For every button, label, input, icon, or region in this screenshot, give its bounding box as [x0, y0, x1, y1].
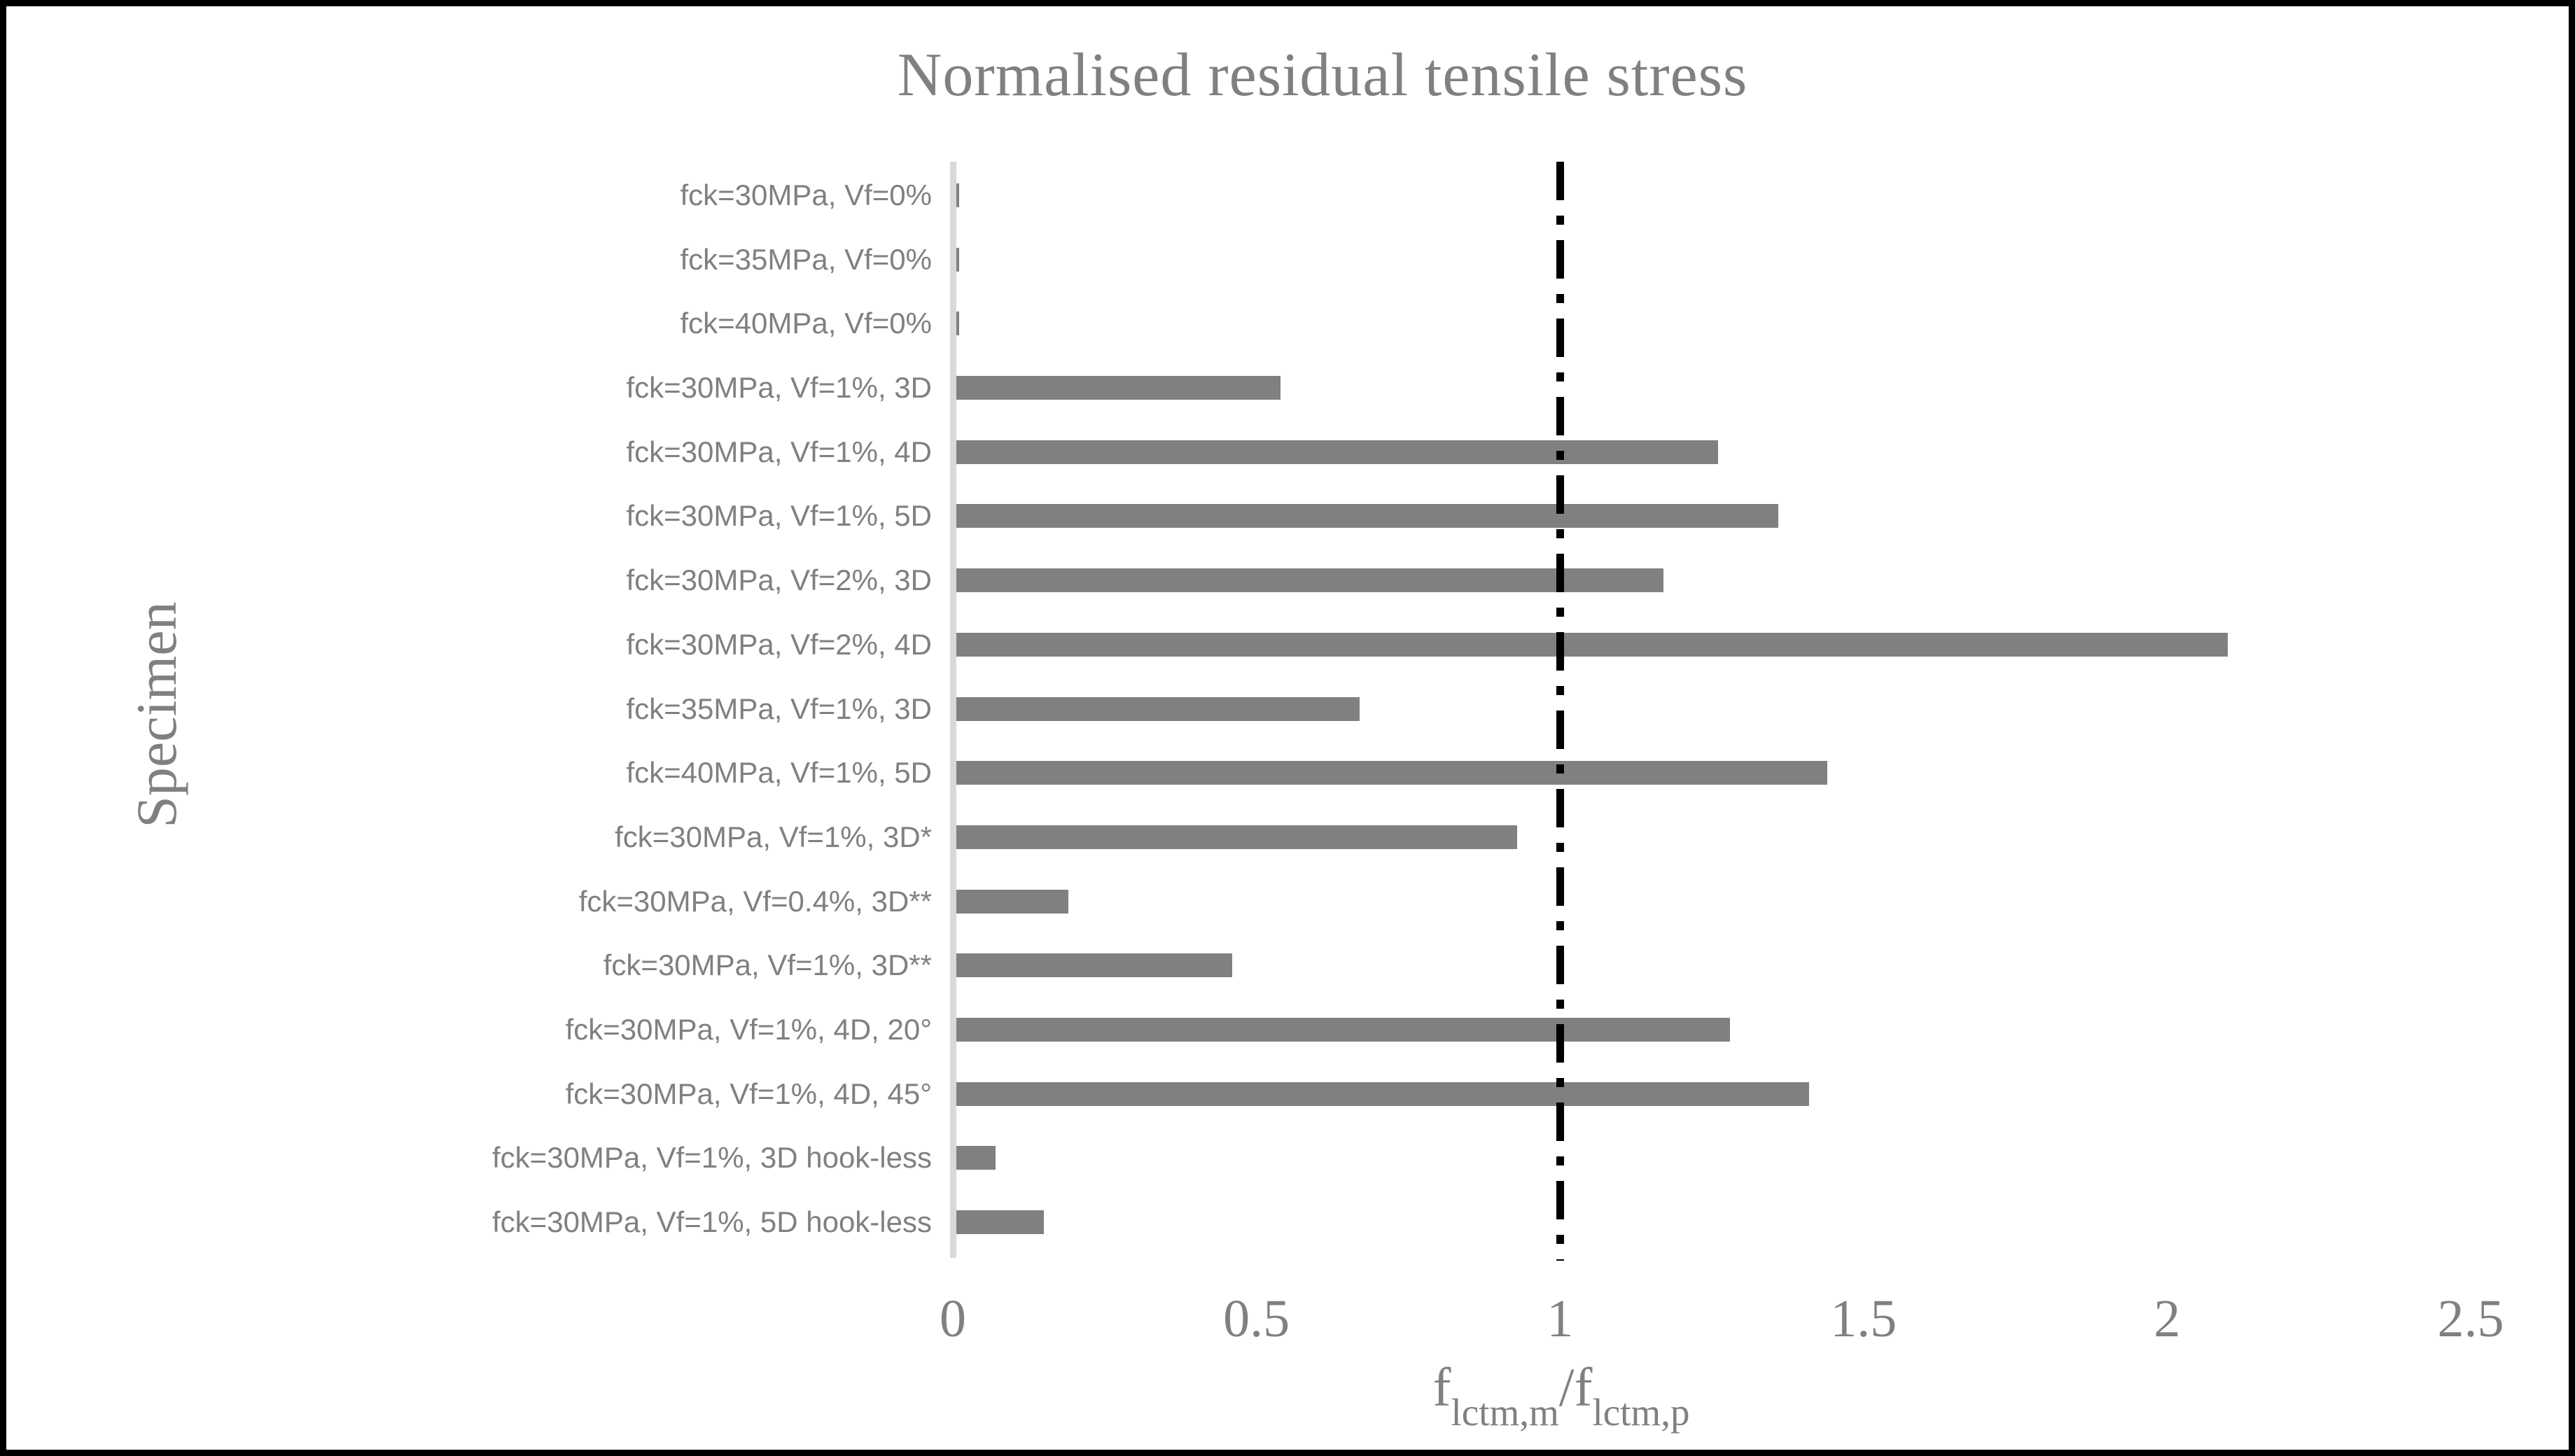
category-label: fck=35MPa, Vf=0%: [680, 242, 932, 276]
bar: [953, 375, 1281, 400]
category-label: fck=30MPa, Vf=1%, 4D, 45°: [565, 1077, 932, 1110]
x-tick-label: 1.5: [1830, 1289, 1897, 1348]
x-axis-title-base1: f: [1432, 1357, 1451, 1418]
category-label: fck=30MPa, Vf=0%: [680, 178, 932, 211]
y-axis-line: [950, 162, 956, 1258]
bar: [953, 1018, 1731, 1042]
x-tick-label: 2.5: [2437, 1289, 2504, 1348]
reference-line: [1556, 162, 1564, 1261]
category-label: fck=30MPa, Vf=2%, 3D: [626, 564, 932, 597]
bar: [953, 632, 2228, 657]
category-label: fck=30MPa, Vf=1%, 3D*: [615, 820, 932, 853]
x-axis-title-separator: /: [1558, 1357, 1575, 1418]
bar: [953, 825, 1518, 849]
x-axis-title: flctm,m/flctm,p: [554, 1356, 2569, 1432]
category-label: fck=30MPa, Vf=0.4%, 3D**: [578, 884, 932, 918]
bar: [953, 1210, 1045, 1235]
bar: [953, 761, 1827, 785]
x-tick-label: 2: [2154, 1289, 2181, 1348]
bar: [953, 440, 1718, 464]
bar: [953, 696, 1360, 721]
x-tick-label: 0: [940, 1289, 966, 1348]
x-axis-title-sub2: lctm,p: [1592, 1391, 1690, 1434]
category-label: fck=40MPa, Vf=0%: [680, 307, 932, 340]
plot-area: [950, 162, 2471, 1261]
category-label: fck=30MPa, Vf=1%, 3D hook-less: [492, 1141, 932, 1175]
bar: [953, 504, 1779, 528]
x-axis-title-sub1: lctm,m: [1451, 1391, 1559, 1434]
category-label: fck=40MPa, Vf=1%, 5D: [626, 756, 932, 790]
category-label: fck=30MPa, Vf=1%, 3D: [626, 370, 932, 404]
x-tick-label: 0.5: [1223, 1289, 1290, 1348]
category-label: fck=30MPa, Vf=2%, 4D: [626, 627, 932, 661]
category-label: fck=30MPa, Vf=1%, 5D hook-less: [492, 1205, 932, 1239]
x-axis-tick-labels: 0 0.5 1 1.5 2 2.5: [6, 1289, 2569, 1359]
x-tick-label: 1: [1547, 1289, 1574, 1348]
x-axis-title-base2: f: [1574, 1357, 1593, 1418]
bar: [953, 568, 1663, 593]
category-label: fck=30MPa, Vf=1%, 5D: [626, 499, 932, 533]
bar: [953, 889, 1068, 913]
bar: [953, 1082, 1809, 1106]
bar: [953, 953, 1232, 978]
bar: [953, 1146, 996, 1170]
category-label: fck=30MPa, Vf=1%, 4D, 20°: [565, 1013, 932, 1046]
category-label: fck=30MPa, Vf=1%, 3D**: [603, 948, 932, 982]
chart-title: Normalised residual tensile stress: [897, 41, 1748, 109]
category-label: fck=30MPa, Vf=1%, 4D: [626, 435, 932, 468]
category-label: fck=35MPa, Vf=1%, 3D: [626, 692, 932, 725]
